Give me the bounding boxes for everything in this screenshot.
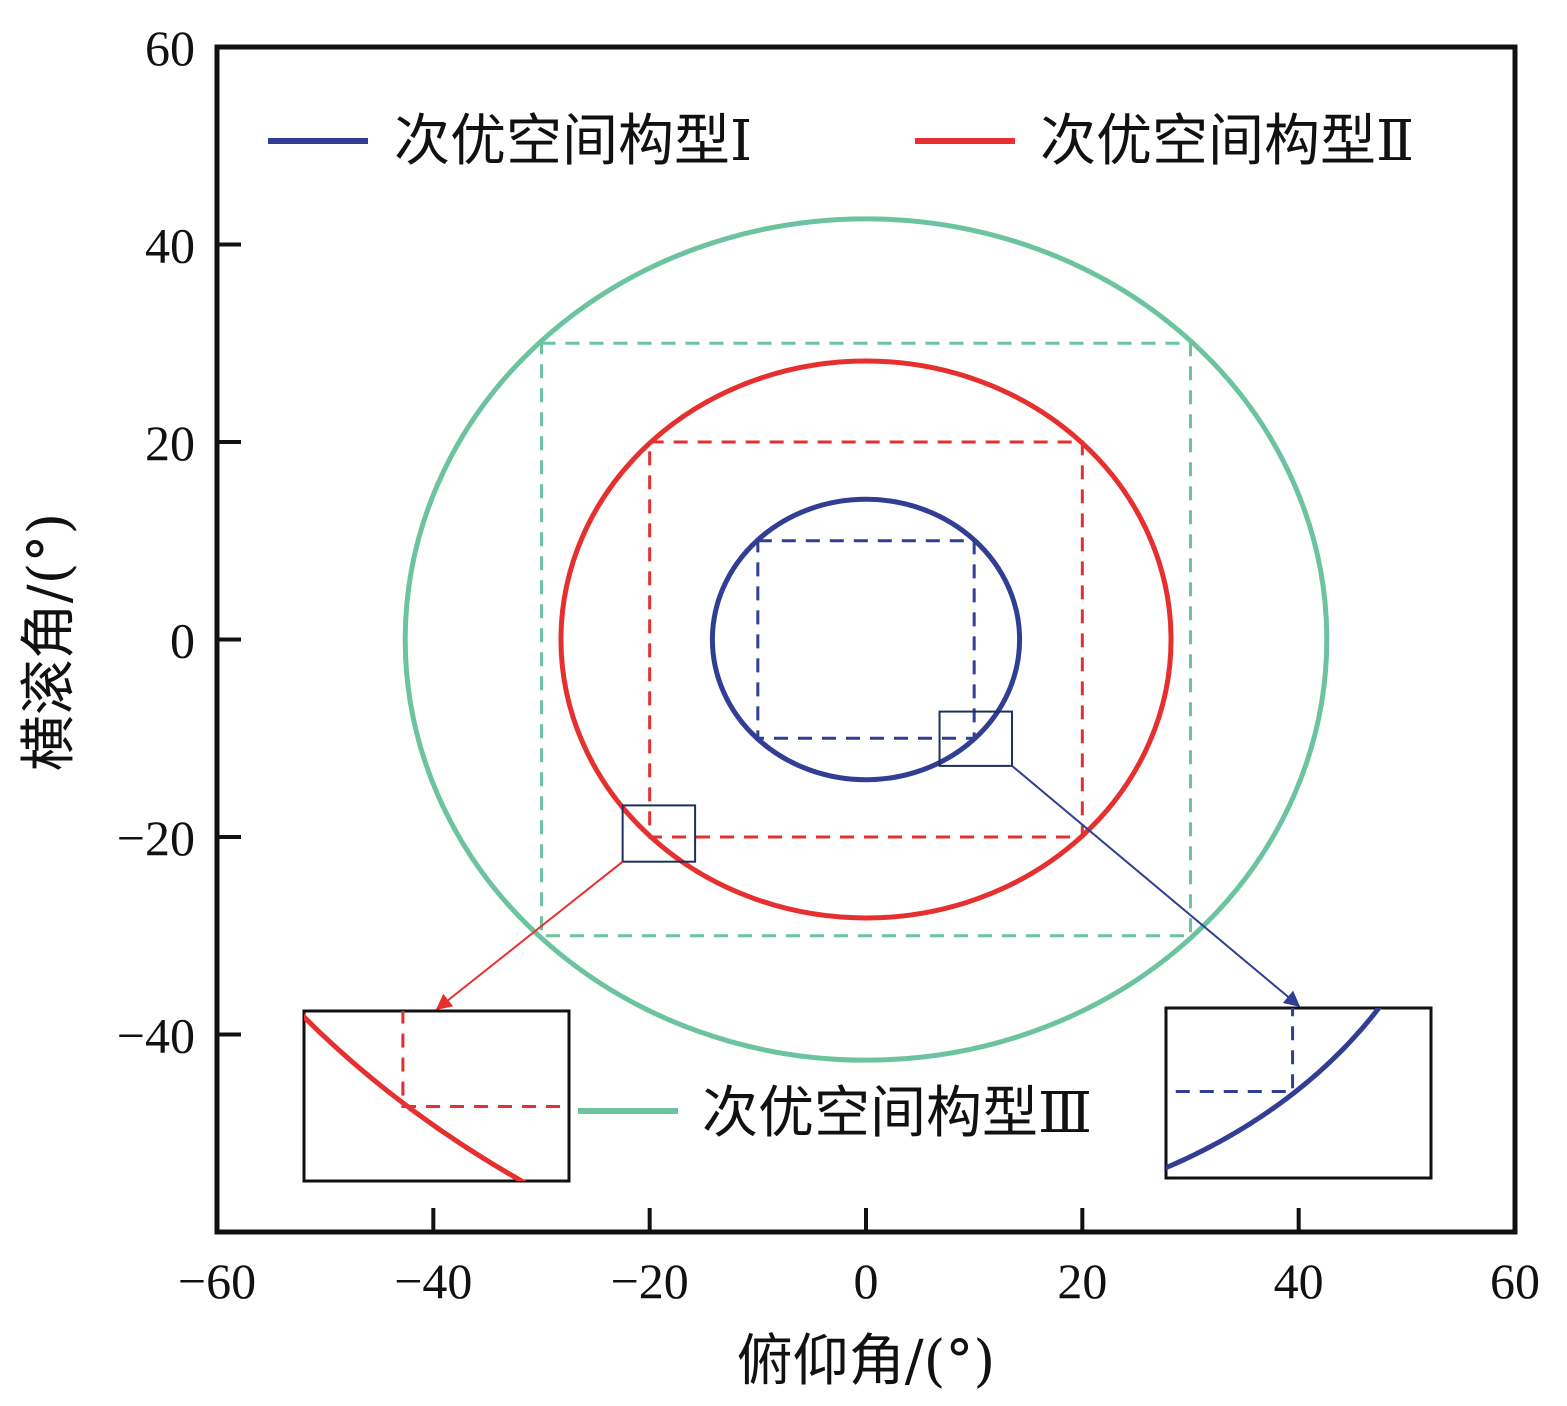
y-tick-label: 60 — [145, 20, 195, 76]
series-3-dashed-square — [540, 341, 1192, 938]
series-2-dashed-square — [648, 440, 1084, 839]
series-1-dashed-square — [756, 539, 976, 740]
x-tick-label: 0 — [854, 1253, 879, 1309]
zoom-inset-2-dashed-square — [1166, 1008, 1295, 1093]
x-tick-label: 60 — [1490, 1253, 1540, 1309]
zoom-inset-1 — [302, 1009, 571, 1183]
y-tick-label: 20 — [145, 415, 195, 471]
plot-area — [402, 216, 1330, 1063]
y-axis-title: 横滚角/(°) — [17, 513, 82, 772]
y-tick-label: −20 — [117, 810, 195, 866]
legend-label-series-2: 次优空间构型Ⅱ — [1040, 109, 1414, 174]
x-axis-title: 俯仰角/(°) — [737, 1329, 996, 1394]
zoom-connector-arrow-2 — [1011, 765, 1301, 1008]
y-tick-label: 0 — [170, 613, 195, 669]
y-tick-label: 40 — [145, 218, 195, 274]
y-tick-label: −40 — [117, 1008, 195, 1064]
x-tick-label: −40 — [394, 1253, 472, 1309]
zoom-connector-arrow-1 — [435, 860, 624, 1010]
x-tick-label: −60 — [178, 1253, 256, 1309]
zoom-inset-2-curve — [1166, 1008, 1382, 1171]
legend: 次优空间构型Ⅰ 次优空间构型Ⅱ 次优空间构型Ⅲ — [268, 109, 1414, 1146]
zoom-region-box-2 — [938, 710, 1014, 767]
axes: −60 −40 −20 0 20 40 60 −40 −20 0 20 40 60 — [117, 20, 1540, 1309]
series-2-ellipse — [558, 358, 1174, 921]
x-tick-label: 40 — [1274, 1253, 1324, 1309]
zoom-inset-2 — [1164, 1006, 1433, 1180]
zoom-region-box-1 — [621, 804, 697, 863]
x-tick-label: 20 — [1057, 1253, 1107, 1309]
legend-label-series-1: 次优空间构型Ⅰ — [394, 109, 752, 174]
legend-label-series-3: 次优空间构型Ⅲ — [702, 1081, 1092, 1146]
series-3-ellipse — [402, 216, 1330, 1063]
x-tick-label: −20 — [611, 1253, 689, 1309]
zoom-insets — [302, 710, 1433, 1183]
series-1-ellipse — [709, 496, 1023, 783]
